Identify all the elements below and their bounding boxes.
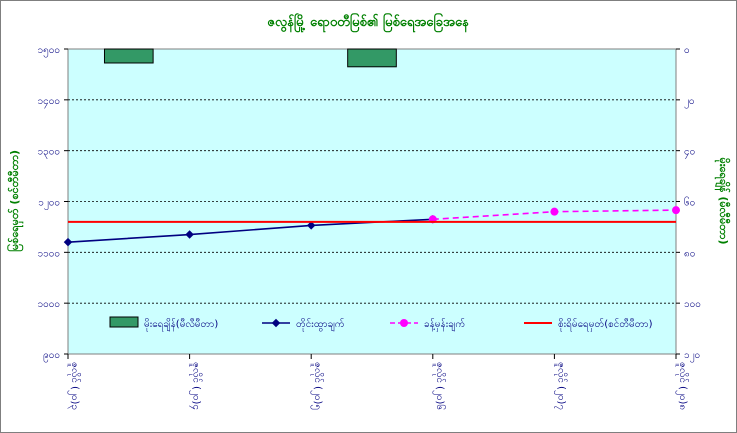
y-tick-label-right: ၁၂၀	[684, 350, 700, 363]
rainfall-bars	[103, 48, 397, 68]
observed-point	[63, 237, 73, 247]
x-tick-label: ဇူလိုင် (၂၀)၆	[432, 362, 447, 410]
chart-title: ဇလွန်မြို့ ရောဝတီမြစ်၏ မြစ်ရေအခြေအနေ	[267, 12, 470, 33]
y-tick-label-left: ၉၀၀	[43, 350, 60, 363]
forecast-point	[550, 207, 559, 216]
legend-marker-forecast	[400, 319, 408, 327]
y-axis-right-label: မိုးရေချိန် (မီလီမီတာ)	[714, 158, 731, 245]
forecast-point	[672, 206, 680, 215]
x-tick-label: ဇူလိုင် (၂၀)၅	[310, 362, 325, 410]
y-tick-label-right: ၈၀	[684, 248, 695, 259]
gridlines	[68, 99, 676, 304]
x-tick-label: ဇူလိုင် (၂၀)၇	[553, 362, 568, 410]
y-tick-label-right: ၂၀	[684, 96, 695, 109]
x-tick-label: ဇူလိုင် (၂၀)၄	[189, 362, 204, 410]
y-tick-label-left: ၁၁၀၀	[38, 248, 61, 259]
y-tick-label-left: ၁၅၀၀	[38, 45, 61, 58]
legend-label: ခန့်မှန်းချက်	[424, 317, 465, 332]
legend-marker-observed	[271, 318, 281, 328]
y-tick-label-right: ၀	[684, 45, 690, 56]
x-tick-label: ဇူလိုင် (၂၀)၈	[675, 362, 690, 410]
y-tick-label-right: ၁၀၀	[684, 299, 701, 310]
x-tick-label: ဇူလိုင် (၂၀)၃	[67, 362, 82, 410]
x-axis: ဇူလိုင် (၂၀)၃ ဇူလိုင် (၂၀)၄ ဇူလိုင် (၂၀)၅ ဇ…	[67, 354, 690, 410]
rainfall-bar	[103, 48, 154, 64]
legend: မိုးရေချိန်(မီလီမီတာ) တိုင်းထွာချက် ခန့်မှ…	[109, 316, 653, 332]
y-tick-label-right: ၄၀	[684, 147, 695, 160]
observed-point	[306, 221, 316, 230]
series-lines	[63, 206, 680, 247]
legend-label: တိုင်းထွာချက်	[296, 317, 345, 332]
legend-label: စိုးရိမ်ရေမှတ်(စင်တီမီတာ)	[558, 317, 653, 332]
y-tick-label-left: ၁၄၀၀	[38, 96, 61, 109]
y-tick-label-left: ၁၀၀၀	[38, 299, 61, 310]
y-tick-label-right: ၆၀	[684, 196, 695, 209]
legend-label: မိုးရေချိန်(မီလီမီတာ)	[144, 317, 218, 332]
y-tick-label-left: ၁၂၀၀	[38, 198, 60, 211]
y-axis-left-label: မြစ်ရေမှတ် (စင်တီမီတာ)	[6, 150, 24, 252]
legend-swatch-rainfall	[109, 316, 139, 328]
observed-point	[185, 230, 194, 239]
rainfall-bar	[347, 48, 397, 68]
y-tick-label-left: ၁၃၀၀	[38, 147, 61, 160]
